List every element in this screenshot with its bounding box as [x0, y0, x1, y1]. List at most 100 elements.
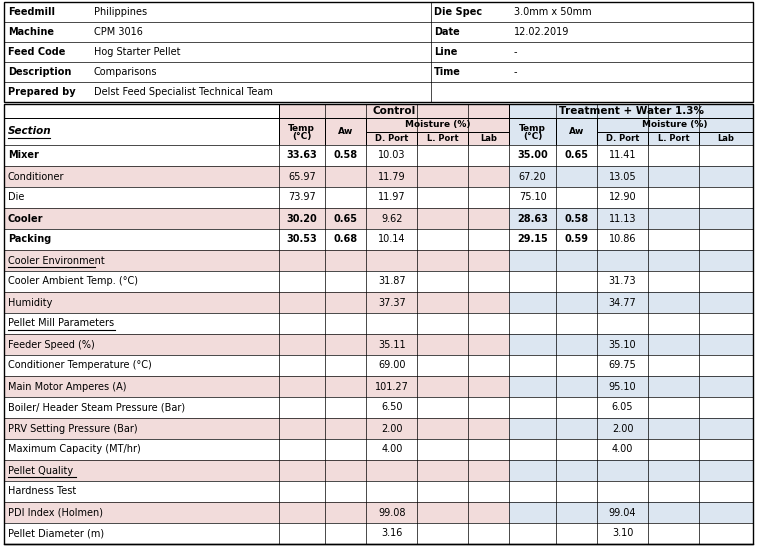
Bar	[509, 313, 753, 334]
Text: Temp: Temp	[288, 124, 315, 133]
Text: 99.04: 99.04	[609, 507, 637, 517]
Bar	[4, 376, 509, 397]
Text: 11.41: 11.41	[609, 151, 637, 161]
Text: 101.27: 101.27	[375, 382, 409, 392]
Text: Feedmill: Feedmill	[8, 7, 55, 17]
Text: 10.14: 10.14	[378, 234, 406, 244]
Bar	[509, 271, 753, 292]
Text: Packing: Packing	[8, 234, 51, 244]
Text: 0.65: 0.65	[565, 151, 588, 161]
Bar	[4, 42, 753, 62]
Bar	[509, 292, 753, 313]
Bar	[4, 82, 753, 102]
Text: Hardness Test: Hardness Test	[8, 486, 76, 496]
Bar	[509, 250, 753, 271]
Bar	[468, 132, 509, 145]
Text: 11.13: 11.13	[609, 213, 637, 223]
Text: Pellet Mill Parameters: Pellet Mill Parameters	[8, 319, 114, 329]
Text: 3.10: 3.10	[612, 529, 634, 538]
Text: Cooler: Cooler	[8, 213, 43, 223]
Bar	[509, 460, 753, 481]
Text: 3.0mm x 50mm: 3.0mm x 50mm	[514, 7, 592, 17]
Bar	[4, 2, 753, 22]
Bar	[4, 62, 753, 82]
Text: Pellet Quality: Pellet Quality	[8, 465, 73, 475]
Text: Control: Control	[372, 106, 416, 116]
Text: (°C): (°C)	[292, 132, 311, 141]
Bar	[509, 145, 753, 166]
Text: Aw: Aw	[338, 127, 354, 136]
Text: Philippines: Philippines	[94, 7, 147, 17]
Bar	[509, 376, 753, 397]
Text: PDI Index (Holmen): PDI Index (Holmen)	[8, 507, 103, 517]
Text: -: -	[514, 67, 518, 77]
Text: 35.10: 35.10	[609, 340, 637, 350]
Bar	[4, 187, 509, 208]
Bar	[4, 481, 509, 502]
Text: Feed Code: Feed Code	[8, 47, 65, 57]
Text: Die Spec: Die Spec	[434, 7, 482, 17]
Text: 73.97: 73.97	[288, 192, 316, 203]
Text: Cooler Environment: Cooler Environment	[8, 255, 104, 265]
Text: 35.00: 35.00	[517, 151, 548, 161]
Bar	[4, 418, 509, 439]
Bar	[4, 104, 753, 544]
Text: Lab: Lab	[718, 134, 734, 143]
Text: 0.65: 0.65	[334, 213, 357, 223]
Text: Moisture (%): Moisture (%)	[405, 121, 471, 130]
Bar	[366, 132, 417, 145]
Bar	[279, 104, 509, 118]
Text: (°C): (°C)	[523, 132, 542, 141]
Text: D. Port: D. Port	[606, 134, 639, 143]
Text: Section: Section	[8, 126, 51, 136]
Bar	[556, 118, 597, 145]
Bar	[4, 397, 509, 418]
Bar	[509, 523, 753, 544]
Text: 4.00: 4.00	[612, 444, 634, 454]
Text: 6.50: 6.50	[381, 403, 403, 413]
Text: PRV Setting Pressure (Bar): PRV Setting Pressure (Bar)	[8, 423, 138, 433]
Text: 95.10: 95.10	[609, 382, 637, 392]
Bar	[699, 132, 753, 145]
Text: Die: Die	[8, 192, 24, 203]
Text: Machine: Machine	[8, 27, 54, 37]
Bar	[4, 292, 509, 313]
Bar	[597, 132, 648, 145]
Text: 9.62: 9.62	[381, 213, 403, 223]
Text: 13.05: 13.05	[609, 172, 637, 182]
Text: 11.97: 11.97	[378, 192, 406, 203]
Bar	[366, 118, 509, 132]
Bar	[4, 313, 509, 334]
Text: L. Port: L. Port	[658, 134, 689, 143]
Bar	[509, 334, 753, 355]
Text: L. Port: L. Port	[427, 134, 459, 143]
Bar	[4, 271, 509, 292]
Text: Prepared by: Prepared by	[8, 87, 76, 97]
Text: 31.73: 31.73	[609, 276, 637, 286]
Bar	[4, 104, 279, 118]
Text: Maximum Capacity (MT/hr): Maximum Capacity (MT/hr)	[8, 444, 141, 454]
Text: 69.75: 69.75	[609, 361, 637, 371]
Text: 35.11: 35.11	[378, 340, 406, 350]
Bar	[4, 460, 509, 481]
Text: Feeder Speed (%): Feeder Speed (%)	[8, 340, 95, 350]
Bar	[4, 22, 753, 42]
Text: Moisture (%): Moisture (%)	[643, 121, 708, 130]
Text: 99.08: 99.08	[378, 507, 406, 517]
Text: 12.02.2019: 12.02.2019	[514, 27, 569, 37]
Bar	[4, 523, 509, 544]
Text: 31.87: 31.87	[378, 276, 406, 286]
Text: 0.68: 0.68	[334, 234, 357, 244]
Bar	[4, 502, 509, 523]
Bar	[509, 104, 753, 118]
Bar	[509, 439, 753, 460]
Text: Line: Line	[434, 47, 457, 57]
Bar	[4, 355, 509, 376]
Text: 0.58: 0.58	[334, 151, 357, 161]
Bar	[325, 118, 366, 145]
Text: Hog Starter Pellet: Hog Starter Pellet	[94, 47, 180, 57]
Bar	[4, 166, 509, 187]
Text: Pellet Diameter (m): Pellet Diameter (m)	[8, 529, 104, 538]
Text: 12.90: 12.90	[609, 192, 637, 203]
Text: Temp: Temp	[519, 124, 546, 133]
